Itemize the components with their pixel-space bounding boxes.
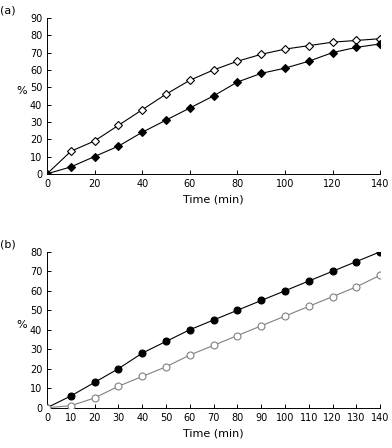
Text: (b): (b) (0, 239, 16, 249)
X-axis label: Time (min): Time (min) (183, 428, 244, 438)
X-axis label: Time (min): Time (min) (183, 194, 244, 204)
Y-axis label: %: % (16, 320, 27, 330)
Text: (a): (a) (0, 5, 16, 15)
Y-axis label: %: % (16, 86, 27, 96)
